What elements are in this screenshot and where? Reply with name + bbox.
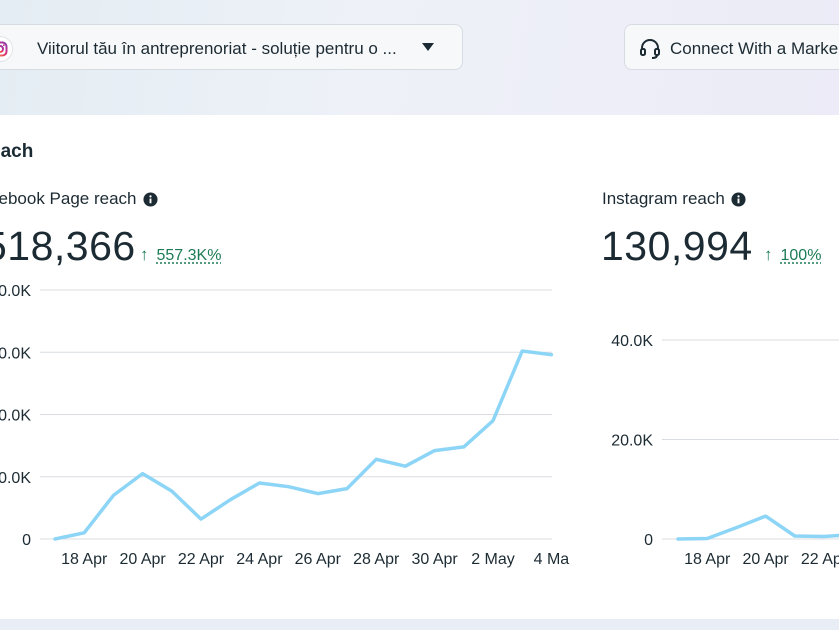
instagram-chart-data-point[interactable] bbox=[672, 533, 684, 545]
instagram-chart-data-point[interactable] bbox=[760, 510, 772, 522]
instagram-chart-data-point[interactable] bbox=[818, 531, 830, 543]
instagram-chart-data-point[interactable] bbox=[730, 522, 742, 534]
instagram-chart-data-point[interactable] bbox=[789, 530, 801, 542]
instagram-chart-y-tick-label: 0 bbox=[644, 532, 653, 549]
instagram-chart-data-point[interactable] bbox=[701, 533, 713, 545]
instagram-chart-x-tick-label: 20 Apr bbox=[742, 551, 789, 568]
instagram-chart-y-tick-label: 20.0K bbox=[611, 433, 653, 450]
instagram-chart-y-tick-label: 40.0K bbox=[611, 333, 653, 350]
instagram-chart-x-tick-label: 22 Apr bbox=[801, 551, 839, 568]
instagram-chart-x-tick-label: 18 Apr bbox=[684, 551, 731, 568]
